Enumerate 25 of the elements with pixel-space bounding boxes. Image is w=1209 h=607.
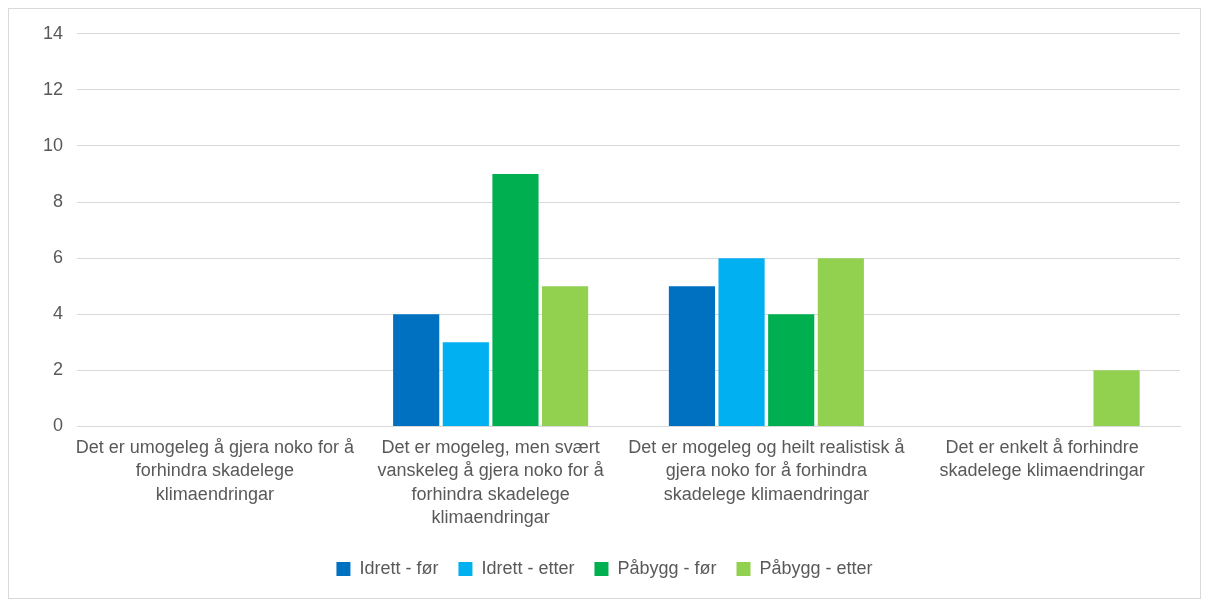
bar xyxy=(492,174,539,426)
y-tick-label: 6 xyxy=(53,247,64,268)
bar xyxy=(718,258,765,426)
bar xyxy=(668,286,716,426)
y-tick-label: 0 xyxy=(53,415,64,436)
bar xyxy=(1093,370,1140,426)
bar xyxy=(768,314,815,426)
y-tick-label: 8 xyxy=(53,191,64,212)
legend-label: Påbygg - før xyxy=(617,557,717,578)
x-tick-label: Det er mogeleg og heilt realistisk å gjera noko for å forhindra skadelege klimaendringar xyxy=(628,437,906,504)
bar xyxy=(393,314,440,426)
legend-label: Idrett - etter xyxy=(481,557,575,578)
bar xyxy=(542,286,589,426)
legend-label: Idrett - før xyxy=(359,557,439,578)
y-tick-label: 4 xyxy=(53,303,64,324)
x-tick-label: Det er umogeleg å gjera noko for å forhindra skadelege klimaendringar xyxy=(75,437,355,504)
legend-label: Påbygg - etter xyxy=(759,557,873,578)
bar xyxy=(817,258,864,426)
x-tick-label: Det er mogeleg, men svært vanskeleg å gjera noko for å forhindra skadelege klimaendringar xyxy=(377,437,605,528)
bar xyxy=(442,342,489,426)
y-tick-label: 2 xyxy=(53,359,64,380)
y-tick-label: 10 xyxy=(42,134,64,155)
y-tick-label: 12 xyxy=(42,78,64,99)
x-tick-label: Det er enkelt å forhindre skadelege klimaendringar xyxy=(939,437,1145,481)
y-tick-label: 14 xyxy=(42,22,64,43)
